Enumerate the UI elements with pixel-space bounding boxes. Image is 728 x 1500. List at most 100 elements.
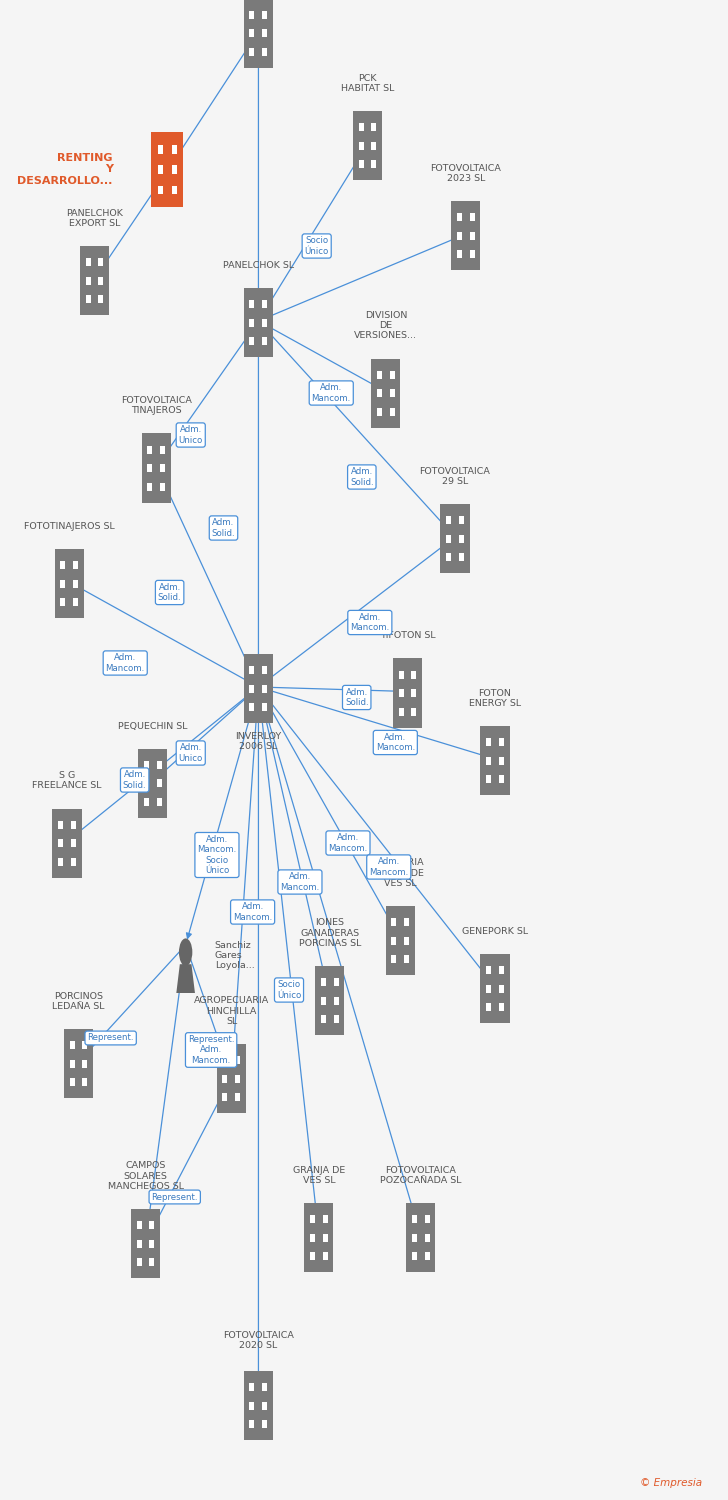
Text: FOTOTINAJEROS SL: FOTOTINAJEROS SL	[24, 522, 114, 531]
FancyBboxPatch shape	[392, 956, 396, 963]
FancyBboxPatch shape	[148, 483, 152, 490]
FancyBboxPatch shape	[82, 1078, 87, 1086]
Text: FOTOVOLTAICA
2020 SL: FOTOVOLTAICA 2020 SL	[223, 1330, 294, 1350]
Text: IONES
GANADERAS
PORCINAS SL: IONES GANADERAS PORCINAS SL	[298, 918, 361, 948]
FancyBboxPatch shape	[223, 1056, 227, 1064]
FancyBboxPatch shape	[64, 1029, 93, 1098]
FancyBboxPatch shape	[353, 111, 382, 180]
FancyBboxPatch shape	[217, 1044, 246, 1113]
FancyBboxPatch shape	[411, 708, 416, 716]
FancyBboxPatch shape	[71, 821, 76, 828]
Text: DIVISION
DE
VERSIONES...: DIVISION DE VERSIONES...	[355, 310, 417, 340]
FancyBboxPatch shape	[86, 258, 90, 266]
FancyBboxPatch shape	[310, 1252, 314, 1260]
FancyBboxPatch shape	[172, 186, 177, 195]
FancyBboxPatch shape	[137, 1258, 141, 1266]
FancyBboxPatch shape	[262, 1401, 267, 1410]
FancyBboxPatch shape	[377, 388, 381, 398]
FancyBboxPatch shape	[262, 48, 267, 56]
FancyBboxPatch shape	[393, 658, 422, 728]
FancyBboxPatch shape	[411, 670, 416, 678]
Text: Adm.
Solid.: Adm. Solid.	[345, 688, 368, 706]
FancyBboxPatch shape	[71, 839, 76, 848]
FancyBboxPatch shape	[244, 0, 273, 68]
FancyBboxPatch shape	[377, 408, 381, 416]
FancyBboxPatch shape	[399, 708, 403, 716]
FancyBboxPatch shape	[250, 704, 254, 711]
FancyBboxPatch shape	[499, 776, 504, 783]
FancyBboxPatch shape	[470, 231, 475, 240]
FancyBboxPatch shape	[250, 1383, 254, 1390]
FancyBboxPatch shape	[310, 1215, 314, 1222]
Text: Socio
Único: Socio Único	[277, 981, 301, 999]
FancyBboxPatch shape	[98, 276, 103, 285]
FancyBboxPatch shape	[262, 338, 267, 345]
FancyBboxPatch shape	[58, 821, 63, 828]
FancyBboxPatch shape	[157, 760, 162, 768]
FancyBboxPatch shape	[499, 984, 504, 993]
FancyBboxPatch shape	[172, 146, 177, 154]
FancyBboxPatch shape	[262, 684, 267, 693]
FancyBboxPatch shape	[333, 996, 339, 1005]
Text: Adm.
Mancom.: Adm. Mancom.	[376, 734, 415, 752]
FancyBboxPatch shape	[137, 1221, 141, 1228]
FancyBboxPatch shape	[149, 1239, 154, 1248]
FancyBboxPatch shape	[244, 1371, 273, 1440]
FancyBboxPatch shape	[411, 688, 416, 698]
FancyBboxPatch shape	[70, 1078, 74, 1086]
FancyBboxPatch shape	[486, 776, 491, 783]
Text: © Empresia: © Empresia	[641, 1478, 703, 1488]
FancyBboxPatch shape	[459, 516, 464, 524]
Text: Adm.
Mancom.: Adm. Mancom.	[350, 614, 389, 632]
FancyBboxPatch shape	[446, 516, 451, 524]
FancyBboxPatch shape	[323, 1233, 328, 1242]
FancyBboxPatch shape	[446, 534, 451, 543]
Text: PORCINOS
LEDAÑA SL: PORCINOS LEDAÑA SL	[52, 992, 105, 1011]
Text: GRANJA DE
VES SL: GRANJA DE VES SL	[293, 1166, 345, 1185]
FancyBboxPatch shape	[392, 918, 396, 926]
FancyBboxPatch shape	[80, 246, 109, 315]
FancyBboxPatch shape	[250, 300, 254, 307]
FancyBboxPatch shape	[412, 1215, 416, 1222]
Text: Adm.
Unico: Adm. Unico	[178, 426, 203, 444]
Text: Adm.
Mancom.: Adm. Mancom.	[369, 858, 408, 876]
FancyBboxPatch shape	[250, 338, 254, 345]
FancyBboxPatch shape	[486, 984, 491, 993]
FancyBboxPatch shape	[250, 48, 254, 56]
FancyBboxPatch shape	[377, 370, 381, 378]
FancyBboxPatch shape	[144, 760, 149, 768]
FancyBboxPatch shape	[235, 1094, 240, 1101]
FancyBboxPatch shape	[58, 858, 63, 865]
FancyBboxPatch shape	[60, 579, 65, 588]
FancyBboxPatch shape	[98, 258, 103, 266]
FancyBboxPatch shape	[52, 808, 82, 877]
FancyBboxPatch shape	[71, 858, 76, 865]
FancyBboxPatch shape	[457, 231, 462, 240]
FancyBboxPatch shape	[389, 388, 395, 398]
FancyBboxPatch shape	[457, 251, 462, 258]
Text: INVERLOY
2006 SL: INVERLOY 2006 SL	[235, 732, 282, 752]
FancyBboxPatch shape	[157, 798, 162, 806]
FancyBboxPatch shape	[371, 141, 376, 150]
FancyBboxPatch shape	[486, 738, 491, 746]
Text: Adm.
Unico: Adm. Unico	[178, 744, 203, 762]
FancyBboxPatch shape	[424, 1252, 430, 1260]
FancyBboxPatch shape	[160, 464, 165, 472]
Text: Represent.: Represent.	[151, 1192, 198, 1202]
FancyBboxPatch shape	[446, 554, 451, 561]
FancyBboxPatch shape	[392, 936, 396, 945]
FancyBboxPatch shape	[321, 996, 325, 1005]
FancyBboxPatch shape	[157, 186, 163, 195]
FancyBboxPatch shape	[457, 213, 462, 220]
FancyBboxPatch shape	[321, 1016, 325, 1023]
FancyBboxPatch shape	[86, 296, 90, 303]
FancyBboxPatch shape	[440, 504, 470, 573]
FancyBboxPatch shape	[82, 1041, 87, 1048]
FancyBboxPatch shape	[223, 1094, 227, 1101]
Text: Adm.
Solid.: Adm. Solid.	[350, 468, 373, 486]
Text: Adm.
Mancom.: Adm. Mancom.	[280, 873, 320, 891]
FancyBboxPatch shape	[250, 1420, 254, 1428]
FancyBboxPatch shape	[86, 276, 90, 285]
FancyBboxPatch shape	[451, 201, 480, 270]
FancyBboxPatch shape	[250, 318, 254, 327]
